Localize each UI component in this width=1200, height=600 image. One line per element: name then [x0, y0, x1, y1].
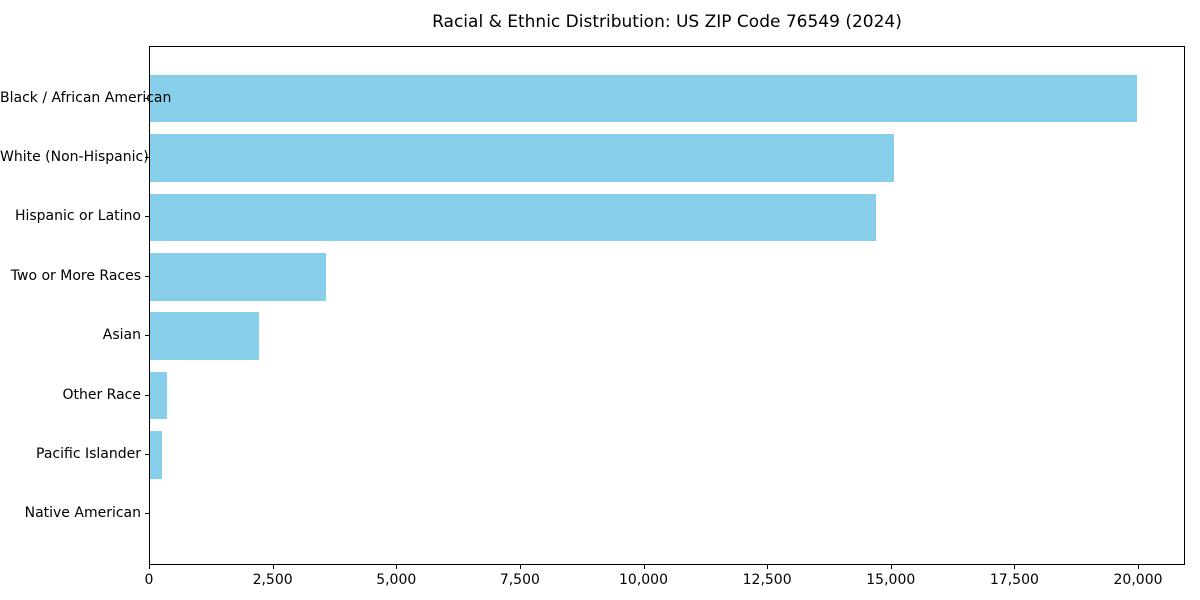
bar-white-non-hispanic: [150, 134, 894, 182]
plot-area: [149, 46, 1185, 565]
y-tick-label: White (Non-Hispanic): [0, 149, 149, 165]
y-tick-mark: [145, 335, 149, 337]
y-tick-mark: [145, 513, 149, 515]
x-tick-mark: [1138, 565, 1140, 569]
y-tick-mark: [145, 454, 149, 455]
y-tick-mark: [145, 97, 149, 99]
x-tick-mark: [272, 565, 274, 569]
x-tick-label: 20,000: [1113, 572, 1163, 588]
x-tick-label: 17,500: [989, 572, 1039, 588]
x-tick-label: 12,500: [742, 572, 792, 588]
bar-asian: [150, 312, 260, 360]
chart-title: Racial & Ethnic Distribution: US ZIP Cod…: [432, 12, 902, 32]
x-tick-mark: [1014, 565, 1016, 569]
x-tick-mark: [643, 565, 645, 569]
bar-two-or-more-races: [150, 253, 327, 301]
y-tick-mark: [145, 275, 149, 277]
y-tick-mark: [145, 157, 149, 158]
x-tick-mark: [149, 565, 150, 569]
y-tick-label: Black / African American: [0, 89, 172, 106]
x-tick-mark: [890, 565, 892, 569]
bar-hispanic-or-latino: [150, 193, 877, 242]
y-tick-label: Pacific Islander: [36, 446, 141, 462]
x-tick-label: 10,000: [619, 572, 668, 588]
y-tick-label: Native American: [24, 505, 141, 522]
y-tick-label: Hispanic or Latino: [14, 208, 141, 225]
x-tick-label: 2,500: [252, 572, 293, 588]
y-tick-mark: [145, 394, 149, 396]
bar-other-race: [150, 371, 167, 420]
x-tick-label: 15,000: [866, 572, 916, 588]
x-tick-label: 7,500: [499, 572, 540, 588]
y-tick-mark: [145, 216, 149, 218]
x-tick-mark: [396, 565, 398, 569]
x-tick-mark: [519, 565, 521, 569]
bar-black-african-american: [150, 74, 1137, 123]
bar-pacific-islander: [150, 431, 163, 479]
y-tick-label: Two or More Races: [10, 267, 141, 284]
y-tick-label: Other Race: [62, 386, 141, 403]
x-tick-mark: [767, 565, 769, 569]
x-tick-label: 5,000: [376, 572, 417, 588]
x-tick-label: 0: [144, 572, 154, 588]
y-tick-label: Asian: [102, 327, 141, 344]
